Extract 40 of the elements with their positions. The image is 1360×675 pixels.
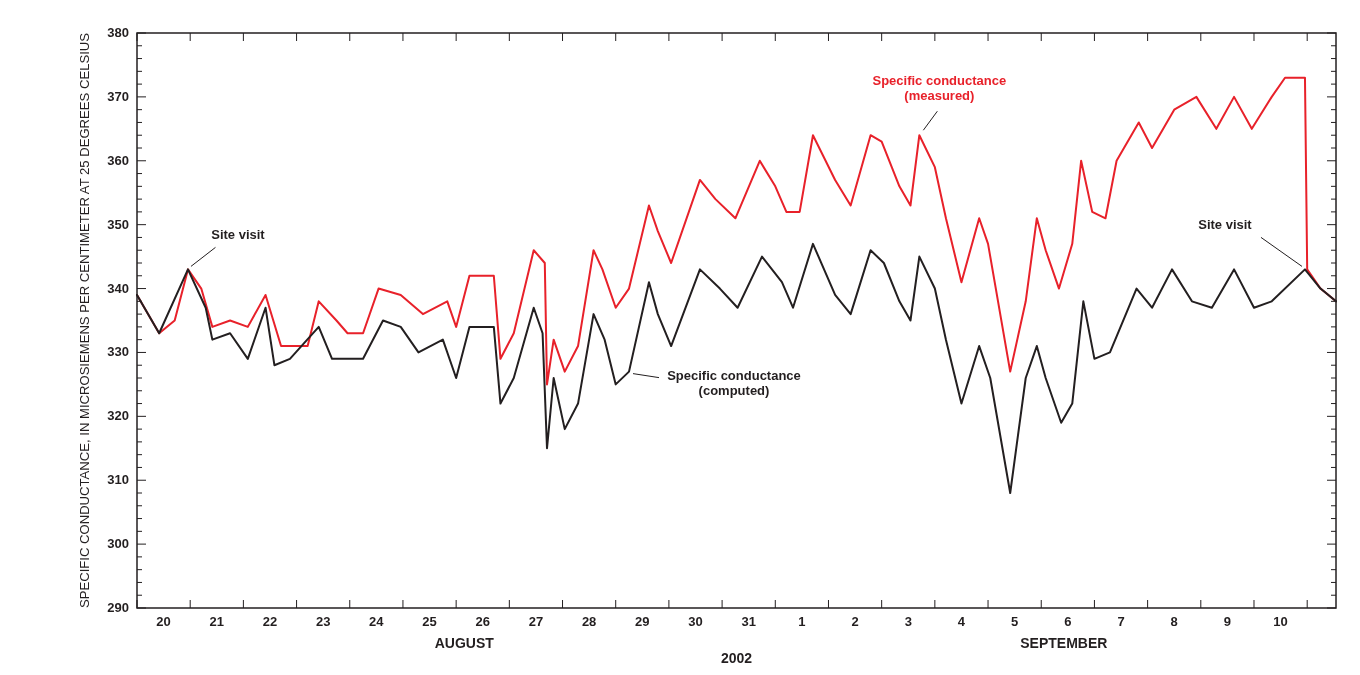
y-tick-label: 310 — [107, 472, 129, 488]
text: AUGUST — [434, 635, 495, 651]
x-tick-label: 25 — [422, 614, 437, 629]
x-tick-label: 10 — [1273, 614, 1288, 629]
y-tick-label: 330 — [107, 344, 129, 360]
x-tick-label: 6 — [1064, 614, 1072, 629]
x-tick-label: 26 — [475, 614, 490, 629]
annotation: Site visit — [211, 227, 266, 243]
x-tick-label: 29 — [635, 614, 650, 629]
x-tick-label: 31 — [741, 614, 756, 629]
x-tick-label: 22 — [262, 614, 278, 629]
x-tick-label: 3 — [904, 614, 912, 629]
x-tick-label: 1 — [798, 614, 806, 629]
y-tick-label: 340 — [107, 280, 129, 296]
x-tick-label: 21 — [209, 614, 225, 629]
legend-label: Specific conductance (computed) — [667, 367, 801, 398]
x-tick-label: 20 — [156, 614, 171, 629]
x-tick-label: 7 — [1117, 614, 1125, 629]
x-tick-label: 4 — [957, 614, 966, 629]
x-tick-label: 27 — [528, 614, 544, 629]
x-tick-label: 24 — [369, 614, 385, 629]
x-tick-label: 23 — [315, 614, 331, 629]
y-axis-title: SPECIFIC CONDUCTANCE, IN MICROSIEMENS PER CENTIMETER AT 25 DEGREES CELSIUS — [77, 15, 92, 608]
y-tick-label: 320 — [107, 408, 129, 424]
x-tick-label: 8 — [1170, 614, 1178, 629]
text: SEPTEMBER — [1020, 635, 1108, 651]
y-tick-label: 370 — [107, 88, 129, 104]
annotation: Site visit — [1198, 217, 1253, 233]
y-tick-label: 350 — [107, 216, 129, 232]
y-tick-label: 300 — [107, 536, 129, 552]
text: Specific conductance (measured) — [872, 73, 1007, 104]
x-axis-title: 2002 — [720, 650, 753, 666]
y-tick-label: 360 — [107, 152, 129, 168]
x-tick-label: 30 — [688, 614, 703, 629]
x-tick-label: 28 — [581, 614, 597, 629]
x-tick-label: 2 — [851, 614, 859, 629]
y-tick-label: 380 — [107, 25, 129, 40]
x-tick-label: 9 — [1223, 614, 1232, 629]
y-tick-label: 290 — [107, 600, 129, 615]
x-tick-label: 5 — [1011, 614, 1019, 629]
